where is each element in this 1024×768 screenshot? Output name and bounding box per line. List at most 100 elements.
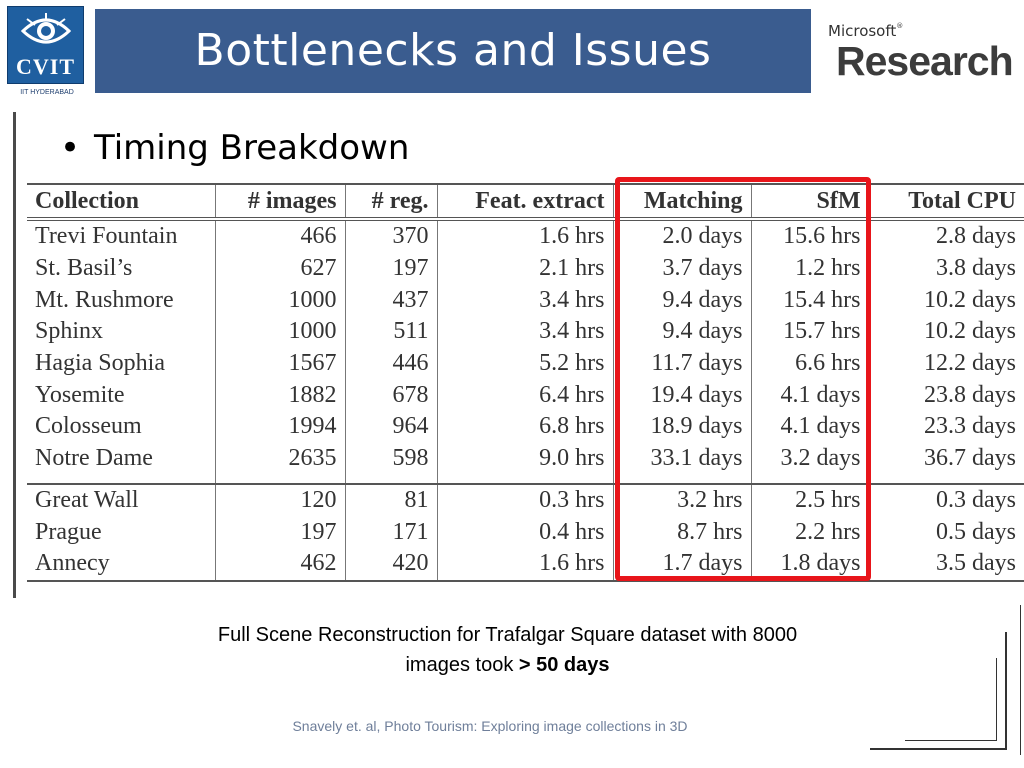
- table-cell: 1.2 hrs: [750, 252, 869, 285]
- table-cell: 678: [344, 379, 437, 412]
- table-cell: 1882: [214, 379, 345, 412]
- column-header: # images: [214, 183, 345, 220]
- table-cell: 598: [344, 442, 437, 475]
- table-cell: 9.4 days: [612, 284, 751, 317]
- table-row: Great Wall 120 81 0.3 hrs 3.2 hrs 2.5 hrs 0.3 …: [27, 482, 1024, 517]
- table-cell: 1.7 days: [612, 547, 751, 582]
- table-cell: 3.2 days: [750, 442, 869, 475]
- table-cell: 5.2 hrs: [436, 347, 613, 380]
- bullet-item: • Timing Breakdown: [60, 128, 409, 168]
- table-cell: Great Wall: [27, 482, 215, 517]
- table-row: Prague 197 171 0.4 hrs 8.7 hrs 2.2 hrs 0.5 day…: [27, 516, 1024, 548]
- table-header-row: Collection # images # reg. Feat. extract…: [27, 183, 1024, 220]
- table-cell: 6.8 hrs: [436, 411, 613, 443]
- table-cell: 466: [214, 217, 345, 253]
- table-cell: 10.2 days: [868, 284, 1024, 317]
- frame-line: [905, 740, 997, 741]
- column-header: Matching: [612, 183, 751, 220]
- table-cell: 0.3 hrs: [436, 482, 613, 517]
- slide-title: Bottlenecks and Issues: [194, 25, 712, 76]
- table-cell: 0.3 days: [868, 482, 1024, 517]
- table-cell: Prague: [35, 518, 102, 545]
- column-header: SfM: [750, 183, 869, 220]
- bullet-text: Timing Breakdown: [94, 128, 410, 168]
- cvit-logo: CVIT: [7, 6, 84, 84]
- table-cell: 18.9 days: [612, 411, 751, 443]
- table-cell: 446: [344, 347, 437, 380]
- table-cell: 2.8 days: [868, 217, 1024, 253]
- table-cell: 627: [214, 252, 345, 285]
- table-cell: Yosemite: [35, 381, 125, 408]
- table-cell: 33.1 days: [612, 442, 751, 475]
- caption-line-1: Full Scene Reconstruction for Trafalgar …: [217, 624, 798, 646]
- table-row: Mt. Rushmore 1000 437 3.4 hrs 9.4 days 15.4 h…: [27, 284, 1024, 317]
- table-separator: [27, 474, 1024, 484]
- table-cell: 2.0 days: [612, 217, 751, 253]
- table-body: Trevi Fountain 466 370 1.6 hrs 2.0 days 15.6 …: [27, 217, 1024, 582]
- table-cell: 1000: [214, 316, 345, 348]
- table-cell: 36.7 days: [868, 442, 1024, 475]
- table-cell: 3.2 hrs: [612, 482, 751, 517]
- table-cell: 23.8 days: [868, 379, 1024, 412]
- table-cell: 3.5 days: [868, 547, 1024, 582]
- table-cell: 15.6 hrs: [750, 217, 869, 253]
- column-header: Feat. extract: [436, 183, 613, 220]
- logo-text: CVIT: [15, 54, 75, 79]
- logo-division: Research: [836, 38, 1014, 84]
- table-cell: 81: [344, 482, 437, 517]
- table-cell: 9.0 hrs: [436, 442, 613, 475]
- column-header: # reg.: [344, 183, 437, 220]
- table-cell: 23.3 days: [868, 411, 1024, 443]
- table-row: St. Basil’s 627 197 2.1 hrs 3.7 days 1.2 hrs 3…: [27, 252, 1024, 285]
- table-cell: 6.6 hrs: [750, 347, 869, 380]
- microsoft-research-logo: Microsoft® Research: [828, 22, 1014, 84]
- table-cell: 11.7 days: [612, 347, 751, 380]
- table-cell: 370: [344, 217, 437, 253]
- frame-line: [996, 658, 997, 741]
- table-cell: Annecy: [27, 547, 215, 582]
- table-cell: 1994: [214, 411, 345, 443]
- table-cell: 2.5 hrs: [750, 482, 869, 517]
- table-cell: Colosseum: [35, 413, 142, 440]
- table-cell: 2.1 hrs: [436, 252, 613, 285]
- table-cell: 120: [214, 482, 345, 517]
- table-cell: 511: [344, 316, 437, 348]
- highlight-box: [615, 177, 871, 581]
- table-cell: Trevi Fountain: [27, 217, 215, 253]
- frame-line: [1005, 632, 1007, 750]
- table-row: Yosemite 1882 678 6.4 hrs 19.4 days 4.1 days 2…: [27, 379, 1024, 412]
- table-cell: 1.6 hrs: [436, 547, 613, 582]
- table-row: Annecy 462 420 1.6 hrs 1.7 days 1.8 days 3.5 d…: [27, 547, 1024, 582]
- table-cell: 6.4 hrs: [436, 379, 613, 412]
- table-cell: 437: [344, 284, 437, 317]
- table-row: Hagia Sophia 1567 446 5.2 hrs 11.7 days 6.6 h…: [27, 347, 1024, 380]
- table-cell: 1000: [214, 284, 345, 317]
- table-cell: 15.7 hrs: [750, 316, 869, 348]
- table-cell: 12.2 days: [868, 347, 1024, 380]
- caption-emphasis: > 50 days: [518, 654, 610, 676]
- table-row: Notre Dame 2635 598 9.0 hrs 33.1 days 3.2 day…: [27, 442, 1024, 475]
- eye-icon: [21, 13, 71, 44]
- table-cell: Hagia Sophia: [35, 350, 165, 377]
- logo-subtitle: IIT HYDERABAD: [20, 89, 74, 96]
- table-cell: 1567: [214, 347, 345, 380]
- table-cell: 3.7 days: [612, 252, 751, 285]
- table-cell: 19.4 days: [612, 379, 751, 412]
- table-cell: 3.4 hrs: [436, 316, 613, 348]
- table-row: Sphinx 1000 511 3.4 hrs 9.4 days 15.7 hrs 10.2…: [27, 316, 1024, 348]
- column-header: Total CPU: [868, 183, 1024, 220]
- table-cell: 4.1 days: [750, 411, 869, 443]
- caption: Full Scene Reconstruction for Trafalgar …: [120, 620, 895, 680]
- table-cell: Mt. Rushmore: [35, 286, 174, 313]
- table-cell: 420: [344, 547, 437, 582]
- citation: Snavely et. al, Photo Tourism: Exploring…: [292, 718, 688, 734]
- table-cell: 171: [344, 516, 437, 548]
- table-cell: 964: [344, 411, 437, 443]
- frame-line: [1020, 605, 1021, 755]
- caption-line-2: images took: [405, 654, 519, 676]
- table-cell: 8.7 hrs: [612, 516, 751, 548]
- table-cell: 10.2 days: [868, 316, 1024, 348]
- table-cell: 4.1 days: [750, 379, 869, 412]
- table-cell: 0.4 hrs: [436, 516, 613, 548]
- bullet-icon: •: [60, 128, 81, 168]
